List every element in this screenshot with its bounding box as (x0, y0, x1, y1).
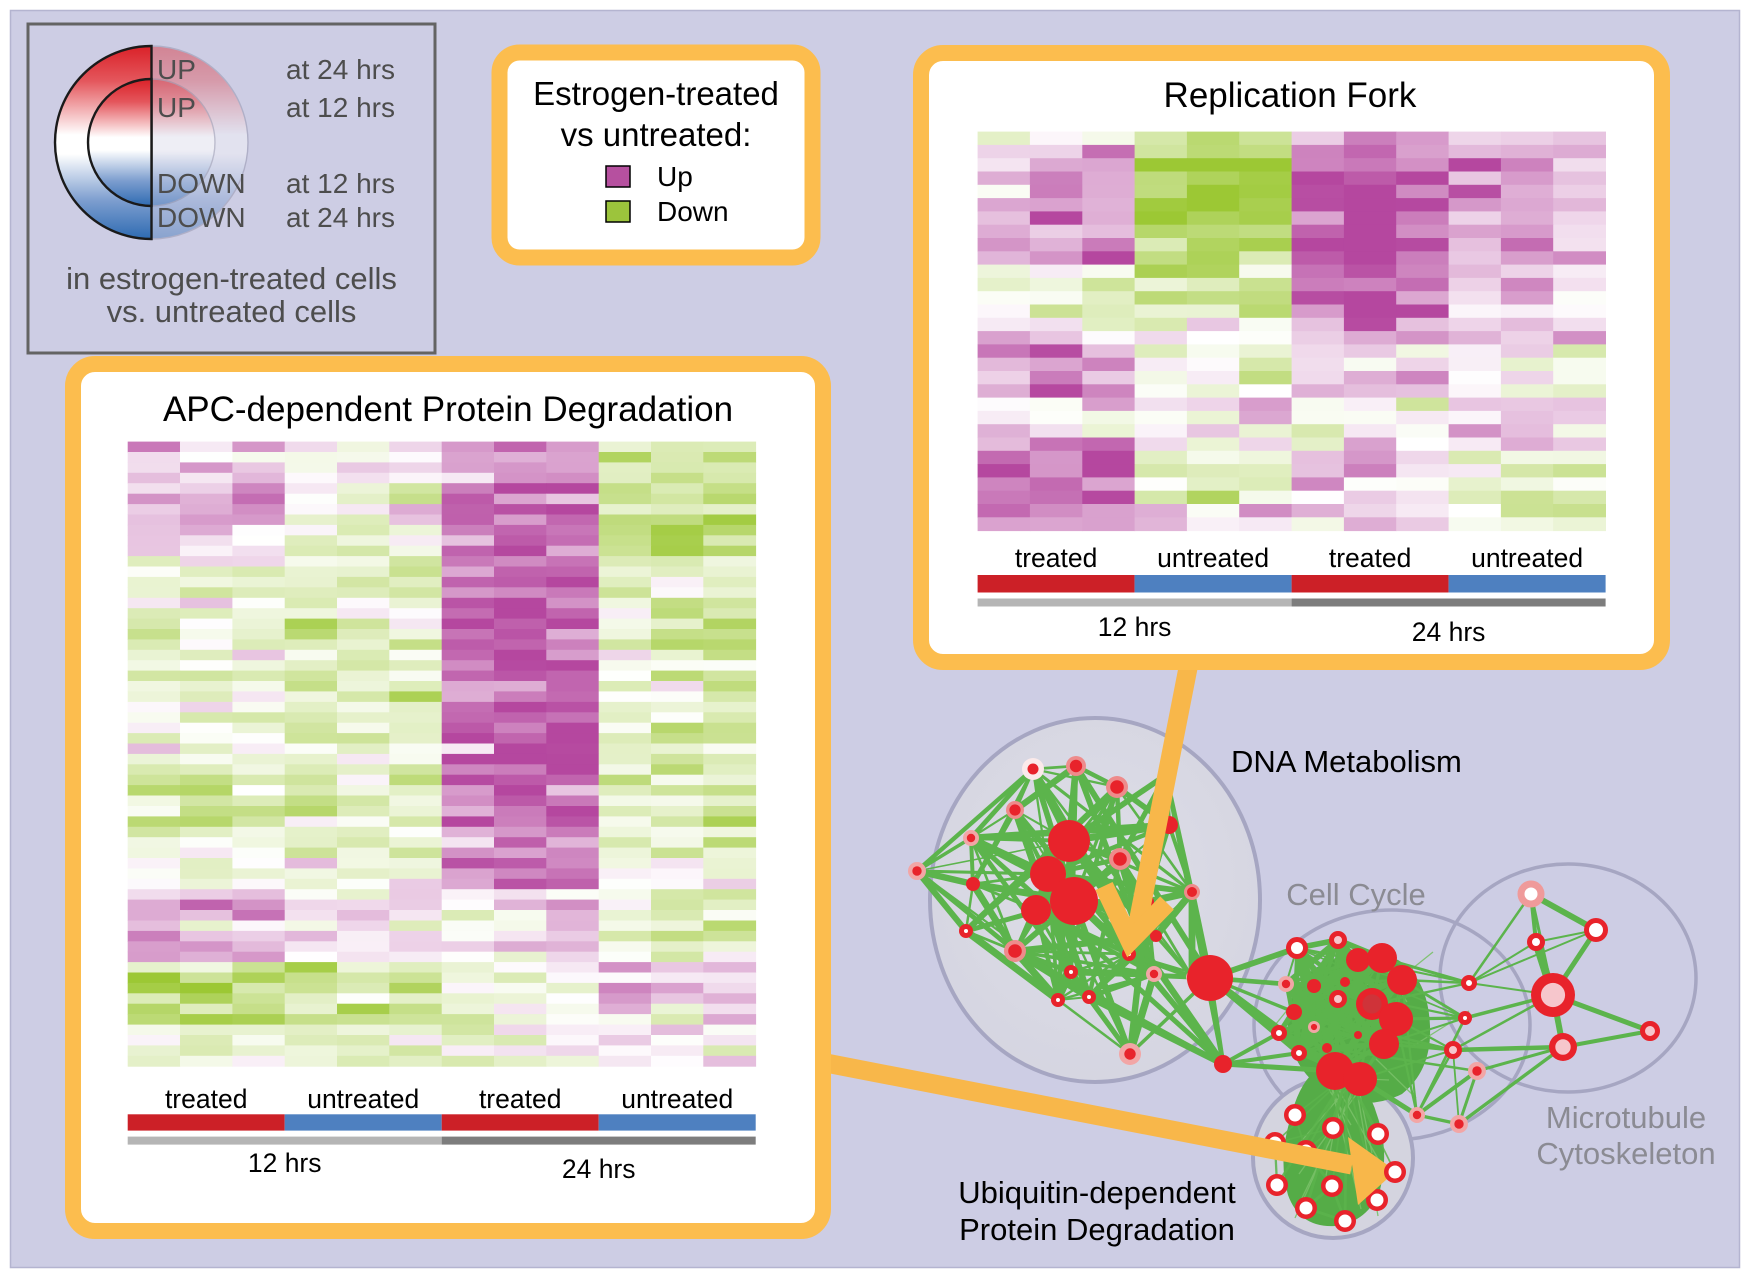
svg-text:24 hrs: 24 hrs (1412, 617, 1486, 647)
svg-text:vs. untreated cells: vs. untreated cells (107, 294, 357, 329)
svg-text:Estrogen-treated: Estrogen-treated (533, 75, 779, 112)
svg-text:untreated: untreated (307, 1084, 419, 1114)
svg-text:Replication Fork: Replication Fork (1164, 76, 1417, 115)
svg-text:UP: UP (157, 54, 196, 85)
svg-text:Cell Cycle: Cell Cycle (1286, 877, 1426, 912)
svg-text:Down: Down (657, 196, 729, 227)
svg-text:Up: Up (657, 161, 693, 192)
svg-text:at 12 hrs: at 12 hrs (286, 92, 395, 123)
svg-text:UP: UP (157, 92, 196, 123)
svg-text:untreated: untreated (1471, 543, 1583, 573)
svg-text:Cytoskeleton: Cytoskeleton (1536, 1136, 1715, 1171)
svg-text:untreated: untreated (1157, 543, 1269, 573)
svg-text:treated: treated (1329, 543, 1412, 573)
svg-text:treated: treated (1015, 543, 1098, 573)
svg-text:APC-dependent Protein Degradat: APC-dependent Protein Degradation (163, 390, 733, 429)
svg-text:Protein Degradation: Protein Degradation (959, 1212, 1235, 1247)
svg-text:DNA Metabolism: DNA Metabolism (1231, 744, 1462, 779)
svg-text:DOWN: DOWN (157, 202, 246, 233)
svg-text:Ubiquitin-dependent: Ubiquitin-dependent (958, 1175, 1236, 1210)
svg-text:Microtubule: Microtubule (1546, 1100, 1706, 1135)
svg-text:untreated: untreated (621, 1084, 733, 1114)
svg-text:at 24 hrs: at 24 hrs (286, 54, 395, 85)
svg-text:treated: treated (479, 1084, 562, 1114)
svg-text:treated: treated (165, 1084, 248, 1114)
svg-text:at 24 hrs: at 24 hrs (286, 202, 395, 233)
svg-text:24 hrs: 24 hrs (562, 1154, 636, 1184)
svg-text:12 hrs: 12 hrs (1098, 612, 1172, 642)
svg-text:in estrogen-treated cells: in estrogen-treated cells (66, 261, 397, 296)
svg-text:DOWN: DOWN (157, 168, 246, 199)
svg-text:at 12 hrs: at 12 hrs (286, 168, 395, 199)
svg-text:vs untreated:: vs untreated: (561, 116, 752, 153)
svg-text:12 hrs: 12 hrs (248, 1148, 322, 1178)
